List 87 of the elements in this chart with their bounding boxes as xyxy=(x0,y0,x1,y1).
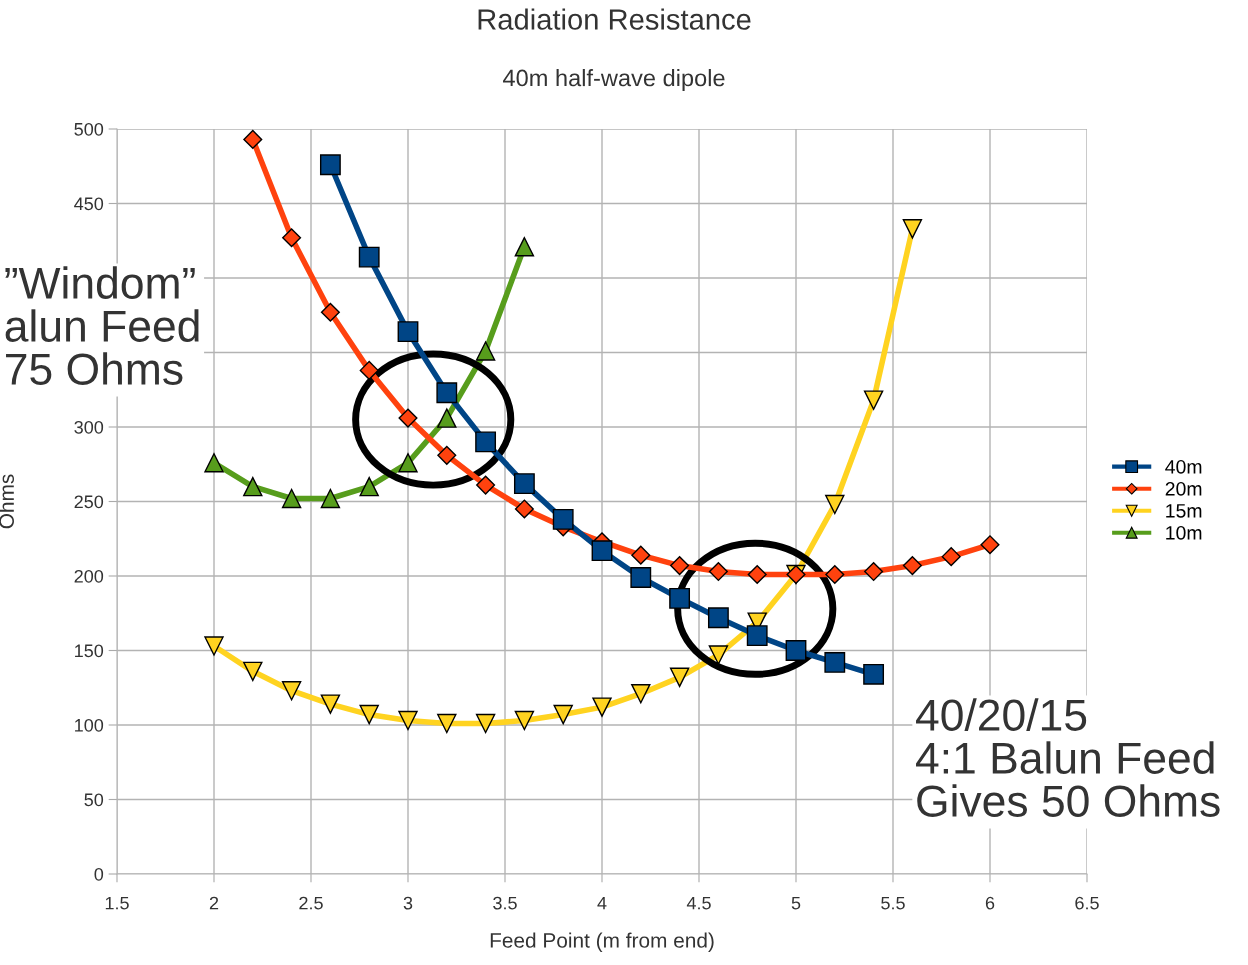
point xyxy=(825,494,845,515)
x-tick-label: 5.5 xyxy=(881,896,905,910)
point xyxy=(980,535,1000,555)
point xyxy=(824,652,846,673)
point xyxy=(282,228,302,248)
y-tick-label: 500 xyxy=(74,122,104,136)
point xyxy=(359,704,379,725)
point xyxy=(243,129,263,149)
point xyxy=(747,564,767,585)
y-tick-label: 300 xyxy=(74,420,104,434)
x-tick-label: 5 xyxy=(791,896,801,910)
point xyxy=(398,710,418,731)
point xyxy=(864,561,884,582)
point xyxy=(902,219,923,239)
point xyxy=(358,246,380,268)
point xyxy=(436,382,458,404)
point xyxy=(631,545,651,565)
point xyxy=(941,547,961,567)
point xyxy=(437,445,457,465)
point xyxy=(398,408,418,428)
legend-label: 15m xyxy=(1166,504,1202,518)
x-tick-label: 4 xyxy=(597,896,607,910)
point xyxy=(670,556,690,576)
point xyxy=(319,154,341,176)
point xyxy=(243,661,263,682)
point xyxy=(397,321,419,343)
point xyxy=(669,667,690,688)
point xyxy=(630,567,652,588)
x-tick-label: 2.5 xyxy=(299,896,323,910)
point xyxy=(437,713,457,734)
point xyxy=(514,236,535,257)
y-tick-label: 50 xyxy=(84,793,104,807)
legend-label: 10m xyxy=(1166,525,1202,540)
point xyxy=(553,704,573,725)
y-tick-label: 0 xyxy=(94,867,104,881)
point xyxy=(359,360,379,380)
point xyxy=(631,683,651,704)
point xyxy=(552,508,574,530)
point xyxy=(398,453,418,473)
point xyxy=(514,710,535,731)
annotation: 40/20/15 4:1 Balun Feed Gives 50 Ohms xyxy=(916,698,1220,817)
y-tick-label: 150 xyxy=(75,644,104,658)
point xyxy=(320,488,341,509)
point xyxy=(825,564,845,585)
point xyxy=(281,488,302,509)
point xyxy=(281,681,302,701)
y-tick-label: 450 xyxy=(74,197,104,211)
y-tick-label: 200 xyxy=(74,569,104,583)
point xyxy=(707,607,729,629)
point xyxy=(204,453,224,473)
point xyxy=(437,408,457,428)
point xyxy=(514,499,534,519)
x-tick-label: 4.5 xyxy=(686,896,711,910)
point xyxy=(320,694,341,714)
legend-label: 20m xyxy=(1165,481,1202,496)
x-tick-label: 6 xyxy=(985,896,995,910)
point xyxy=(708,645,729,665)
x-axis-title: Feed Point (m from end) xyxy=(490,932,714,952)
y-tick-label: 100 xyxy=(75,718,104,732)
point xyxy=(320,302,340,322)
point xyxy=(863,390,884,410)
annotation: ”Windom” alun Feed 75 Ohms xyxy=(5,266,199,385)
point xyxy=(591,540,613,562)
point xyxy=(746,625,768,647)
x-tick-label: 3 xyxy=(403,896,413,910)
x-tick-label: 6.5 xyxy=(1075,896,1099,910)
point xyxy=(243,476,263,497)
point xyxy=(592,697,612,717)
point xyxy=(513,473,535,495)
point xyxy=(669,587,691,609)
point xyxy=(863,663,885,685)
x-tick-label: 2 xyxy=(209,896,219,910)
point xyxy=(902,556,922,576)
chart-subtitle: 40m half-wave dipole xyxy=(503,69,725,92)
point xyxy=(359,476,379,497)
point xyxy=(475,341,496,361)
x-tick-label: 1.5 xyxy=(105,896,129,910)
chart-title: Radiation Resistance xyxy=(478,8,751,30)
legend-label: 40m xyxy=(1165,459,1202,474)
x-tick-label: 3.5 xyxy=(493,896,517,910)
point xyxy=(204,636,224,656)
point xyxy=(475,431,497,453)
point xyxy=(475,713,496,734)
point xyxy=(708,561,728,582)
y-tick-label: 250 xyxy=(74,495,104,509)
point xyxy=(476,475,496,495)
point xyxy=(785,640,807,661)
